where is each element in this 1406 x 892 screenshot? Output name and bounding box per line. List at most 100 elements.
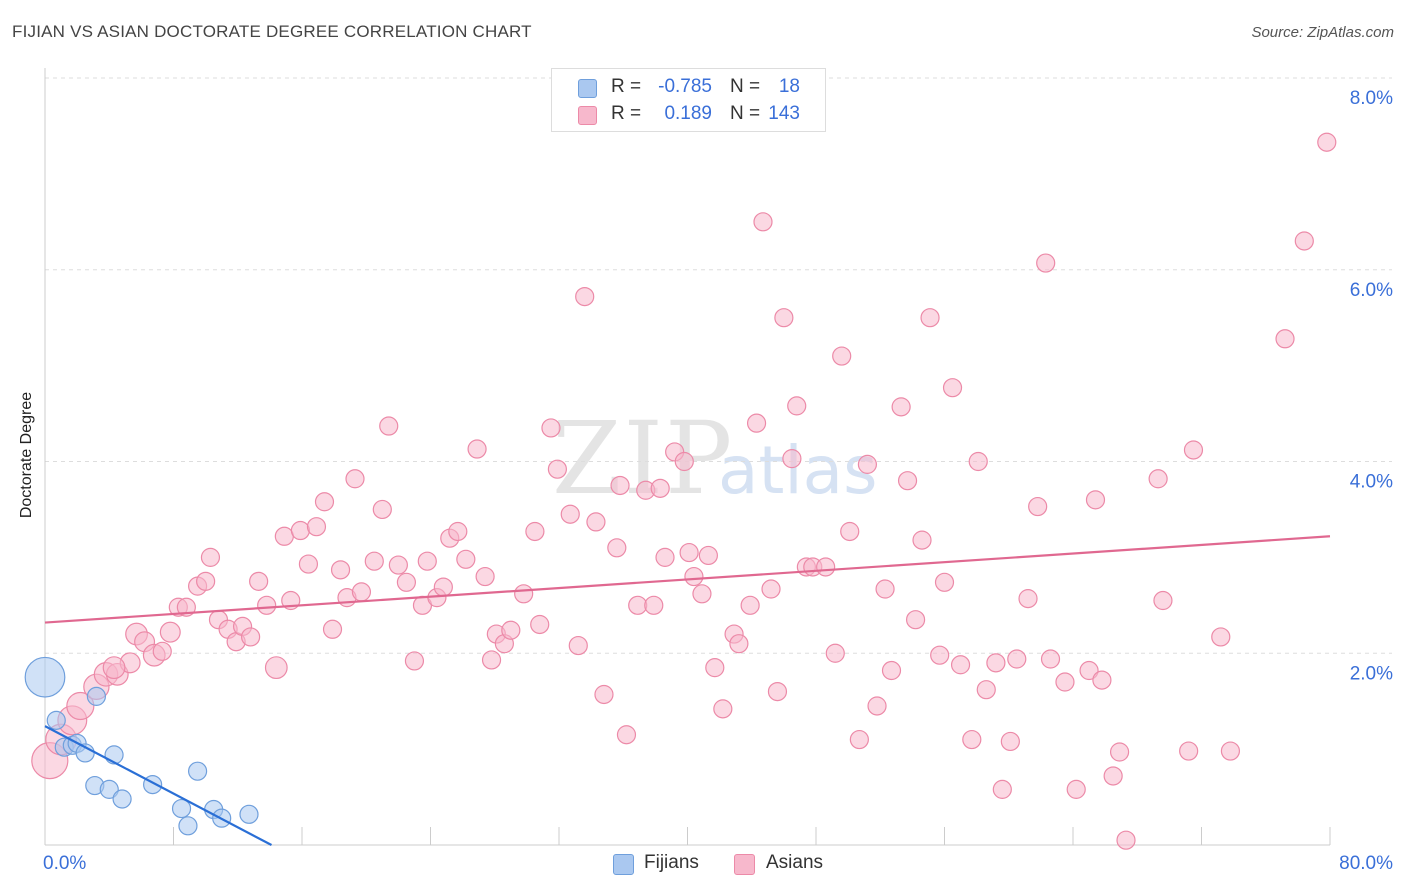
asian-point (1220, 741, 1241, 761)
asian-point (849, 729, 869, 750)
asian-point (950, 655, 971, 675)
asian-point (1055, 672, 1075, 692)
legend-n-label-asian: N = (730, 103, 761, 124)
asian-point (912, 530, 932, 550)
fijian-point (112, 789, 132, 809)
asian-point (530, 614, 550, 635)
fijian-point (99, 779, 119, 799)
fijian-swatch (578, 79, 597, 98)
asians-legend-swatch (734, 854, 755, 875)
asian-point (1103, 766, 1123, 786)
legend-r-label-fijian: R = (611, 76, 642, 97)
asian-point (298, 554, 319, 574)
asian-point (1294, 231, 1314, 251)
asian-point (1183, 440, 1204, 460)
asian-point (650, 478, 670, 498)
asian-point (241, 627, 261, 647)
fijian-point (46, 710, 66, 730)
asian-point (1000, 731, 1020, 752)
asian-point (962, 729, 982, 750)
fijian-trend-line (44, 725, 272, 846)
asian-point (782, 449, 802, 469)
legend-n-value-fijian: 18 (778, 76, 800, 97)
asian-point (692, 584, 712, 604)
asian-point (881, 660, 902, 681)
asian-point (607, 538, 627, 558)
asian-point (1066, 779, 1086, 799)
asian-point (475, 566, 495, 587)
asian-point (684, 566, 704, 587)
y-tick-label: 4.0% (1350, 472, 1393, 493)
fijian-point (171, 798, 192, 819)
asian-point (1007, 649, 1027, 669)
asian-point (787, 396, 807, 416)
asian-point (1079, 660, 1099, 681)
asian-point (705, 658, 725, 678)
asian-point (746, 413, 767, 433)
asian-point (920, 308, 940, 328)
asian-point (674, 451, 694, 472)
asian-point (372, 499, 392, 520)
asian-point (610, 475, 630, 496)
series-legend: Fijians Asians (0, 852, 1406, 876)
asian-point (767, 681, 788, 702)
correlation-legend: R = -0.785 N = 18 R = 0.189 N = 143 (551, 68, 826, 132)
asian-point (905, 610, 926, 630)
source-credit: Source: ZipAtlas.com (1251, 24, 1394, 41)
asian-point (314, 492, 335, 512)
asian-point (1211, 627, 1231, 647)
asian-point (330, 560, 351, 580)
asian-point (196, 571, 216, 591)
asian-point (930, 645, 950, 665)
y-tick-label: 2.0% (1350, 663, 1393, 684)
asian-point (200, 547, 221, 567)
asian-point (761, 579, 781, 599)
asian-point (568, 635, 588, 656)
y-tick-label: 8.0% (1350, 88, 1393, 109)
asian-point (986, 653, 1006, 673)
asian-point (1116, 830, 1136, 850)
asian-point (1317, 132, 1337, 152)
asian-point (698, 545, 718, 566)
asian-point (616, 725, 637, 745)
asian-point (249, 571, 269, 591)
asian-point (713, 699, 733, 719)
asian-point (66, 691, 95, 721)
asian-point (1153, 590, 1173, 611)
watermark-atlas: atlas (718, 432, 878, 509)
fijian-point (86, 686, 107, 706)
legend-r-value-asian: 0.189 (664, 103, 712, 124)
y-tick-label: 6.0% (1350, 280, 1393, 301)
asian-point (1109, 742, 1130, 762)
asian-point (729, 634, 749, 654)
asian-point (290, 520, 310, 541)
legend-row-fijian: R = -0.785 N = 18 (552, 76, 825, 100)
asian-point (501, 620, 521, 640)
x-tick-label-max: 80.0% (1339, 853, 1393, 874)
asian-point (102, 656, 126, 680)
asian-point (404, 651, 425, 671)
chart-title: FIJIAN VS ASIAN DOCTORATE DEGREE CORRELA… (12, 22, 532, 41)
asian-point (1018, 589, 1038, 609)
asian-point (1179, 741, 1199, 761)
asian-point (514, 584, 534, 604)
asian-point (1092, 670, 1112, 690)
asian-point (345, 469, 365, 489)
legend-n-value-asian: 143 (768, 103, 800, 124)
asian-point (364, 551, 384, 571)
asian-point (825, 643, 845, 663)
x-tick-label-min: 0.0% (43, 853, 86, 874)
fijian-point (178, 816, 198, 836)
asian-point (875, 579, 895, 599)
asian-point (992, 779, 1012, 799)
asian-point (867, 696, 887, 716)
asian-point (891, 397, 911, 417)
asian-point (560, 504, 580, 524)
asian-point (467, 439, 487, 459)
asian-point (322, 619, 343, 639)
asian-swatch (578, 106, 597, 125)
asian-point (1040, 649, 1061, 669)
asian-point (976, 680, 996, 700)
asian-point (264, 656, 288, 680)
